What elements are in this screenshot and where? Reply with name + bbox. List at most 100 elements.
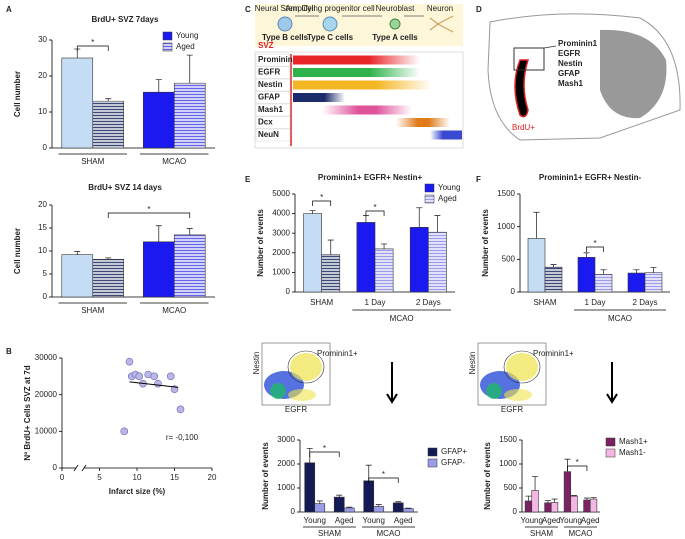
legend-swatch (162, 31, 173, 41)
y-tick-label: 500 (502, 254, 516, 263)
bar (544, 502, 552, 513)
significance-bracket (586, 246, 604, 252)
scatter-point (135, 372, 144, 381)
bar (173, 82, 206, 149)
chart-title: Prominin1+ EGFR+ Nestin+ (318, 173, 423, 182)
flow-population (270, 383, 286, 399)
flow-population (486, 383, 502, 399)
panel-label: F (476, 175, 481, 184)
scatter-point (125, 357, 134, 366)
expression-bar (322, 105, 412, 115)
x-tick-label: Aged (542, 516, 561, 525)
x-tick-label: 20 (208, 473, 217, 482)
y-tick-label: 1500 (497, 189, 515, 198)
expression-bar (293, 93, 345, 102)
error-bar (336, 494, 343, 498)
cell-name: Amplifying progenitor cell (285, 4, 375, 13)
region-label: BrdU+ (512, 123, 535, 132)
bar (644, 272, 663, 293)
legend-swatch (424, 183, 435, 193)
bar (304, 462, 316, 513)
x-tick-label: SHAM (81, 306, 104, 315)
bar (527, 238, 546, 293)
error-bar (309, 210, 316, 214)
y-tick-label: 0 (43, 292, 48, 301)
marker-cell (255, 91, 291, 104)
marker-cell (255, 128, 291, 142)
y-tick-label: 1500 (499, 435, 517, 444)
y-tick-label: 0 (513, 507, 518, 516)
y-axis-label: Number of events (261, 442, 270, 510)
legend-label: Mash1+ (619, 437, 648, 446)
marker-cell (255, 53, 291, 67)
significance-mark: * (320, 193, 323, 202)
x-tick-label: 2 Days (416, 298, 441, 307)
y-tick-label: 0 (291, 507, 296, 516)
bar (142, 91, 175, 149)
bar (563, 471, 572, 513)
legend-label: Aged (176, 42, 195, 51)
legend-label: Mash1- (619, 448, 646, 457)
expression-bar (293, 80, 432, 90)
panel-label: A (6, 5, 12, 14)
bar (594, 274, 613, 293)
error-bar (525, 495, 532, 501)
y-axis-label: Nº BrdU+ Cells SVZ at 7d (23, 365, 32, 460)
bar (409, 227, 429, 293)
legend-swatch (605, 437, 616, 447)
bar (627, 272, 646, 293)
cell-type: Type B cells (262, 33, 309, 42)
bar (402, 508, 414, 513)
x-tick-label: 0 (60, 473, 65, 482)
marker-name: Dcx (258, 118, 273, 127)
y-tick-label: 10 (38, 246, 47, 255)
bar (303, 213, 322, 293)
bar (61, 254, 94, 298)
bar (570, 495, 578, 513)
y-tick-label: 30 (38, 35, 47, 44)
expression-bar (293, 55, 420, 65)
marker-name: Mash1 (558, 79, 583, 88)
bar (92, 100, 125, 149)
bar (583, 499, 591, 513)
group-label: SHAM (318, 529, 341, 538)
scatter-point (166, 372, 175, 381)
x-axis-label: EGFR (285, 405, 307, 414)
error-bar (650, 267, 657, 273)
x-tick-label: 1 Day (585, 298, 606, 307)
panel-label: B (6, 347, 12, 356)
svz-region (514, 59, 530, 118)
marker-name: GFAP (558, 69, 580, 78)
y-axis-label: Number of events (481, 209, 490, 277)
y-tick-label: 5000 (272, 189, 290, 198)
group-label: SHAM (530, 529, 553, 538)
error-bar (550, 264, 557, 268)
marker-name: NeuN (258, 130, 279, 139)
x-tick-label: MCAO (162, 306, 186, 315)
significance-mark: * (382, 470, 385, 479)
expression-bar (396, 118, 450, 127)
significance-bracket (309, 451, 340, 457)
panel-label: E (245, 175, 251, 184)
group-label: MCAO (377, 529, 401, 538)
panel-label: D (476, 5, 482, 14)
marker-cell (255, 78, 291, 92)
expression-bar (293, 68, 420, 77)
y-axis-label: Number of events (256, 209, 265, 277)
legend-label: Young (438, 183, 460, 192)
y-tick-label: 20000 (35, 390, 58, 399)
x-tick-label: Aged (581, 516, 600, 525)
x-tick-label: Young (304, 516, 326, 525)
error-bar (590, 497, 597, 500)
cell-type: Type A cells (372, 33, 418, 42)
flow-gate (287, 350, 325, 384)
cell-icon (322, 16, 338, 32)
annotation: r= -0,100 (166, 433, 199, 442)
y-tick-label: 10 (38, 107, 47, 116)
error-bar (155, 79, 162, 93)
significance-bracket (312, 200, 332, 206)
y-tick-label: 2000 (272, 248, 290, 257)
error-bar (381, 243, 388, 249)
x-tick-label: SHAM (533, 298, 556, 307)
